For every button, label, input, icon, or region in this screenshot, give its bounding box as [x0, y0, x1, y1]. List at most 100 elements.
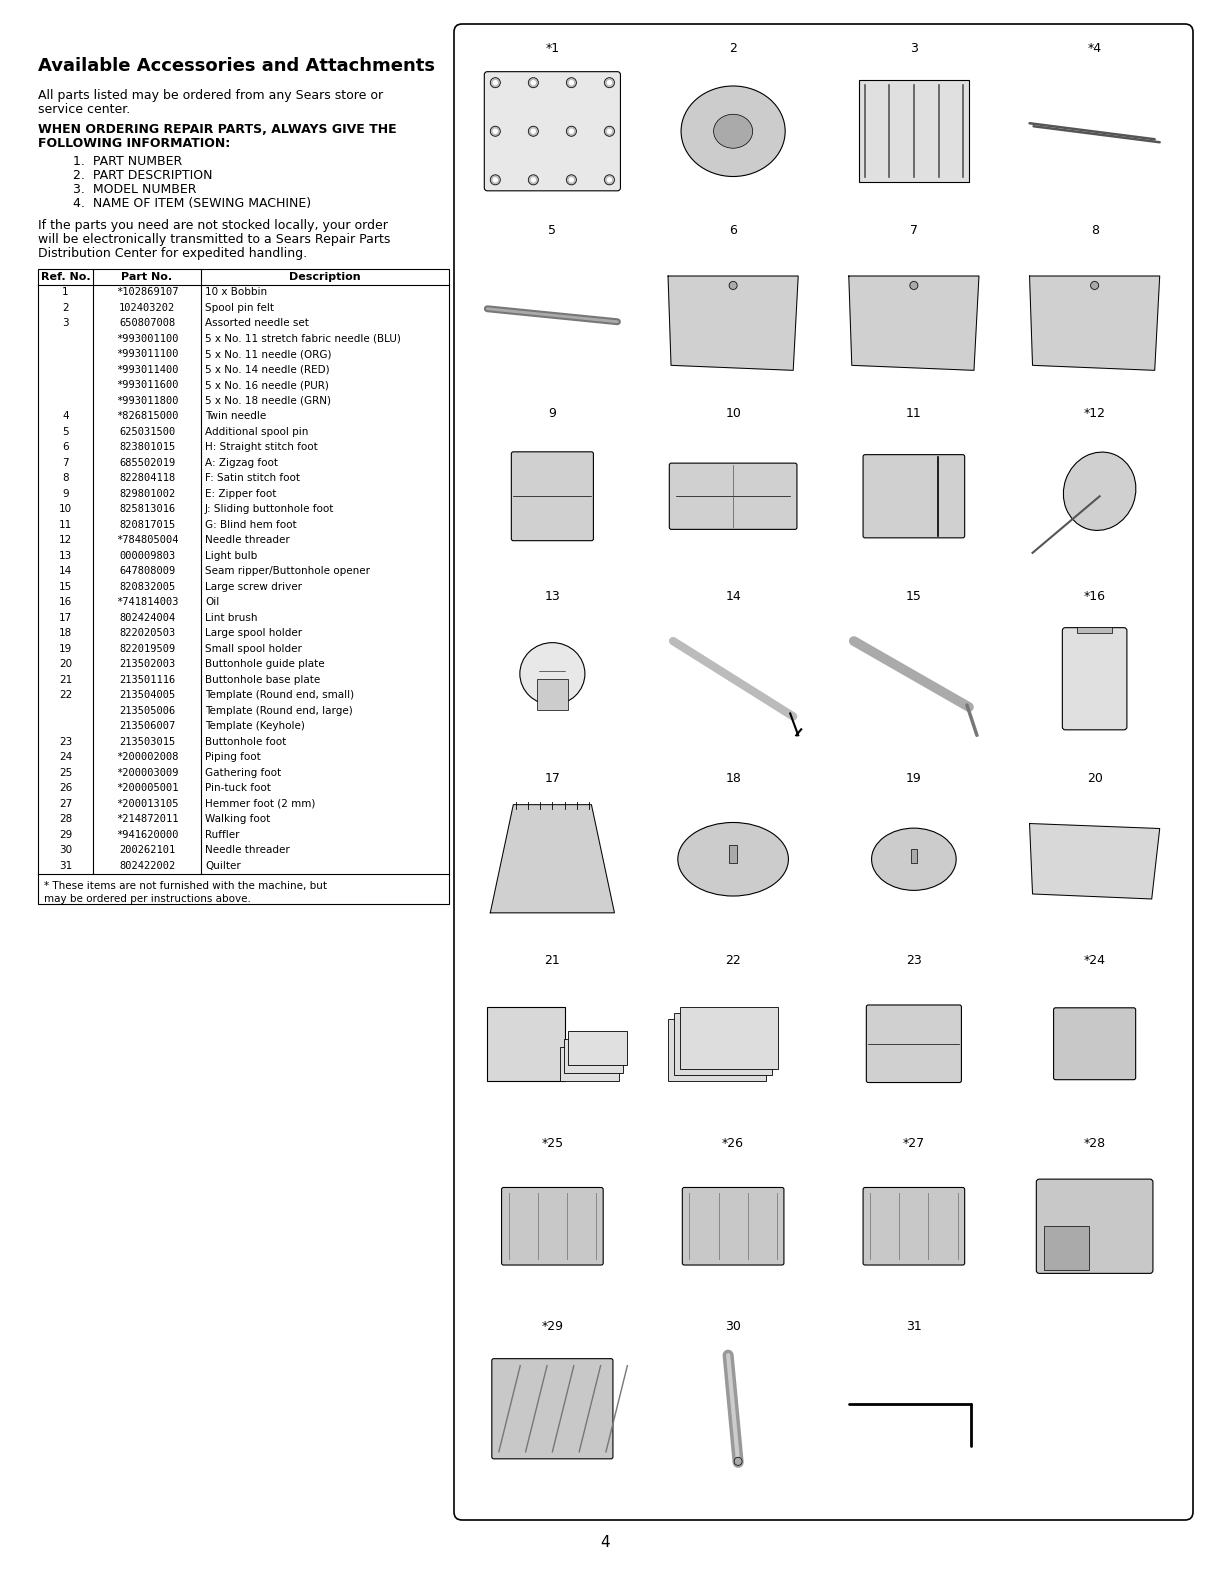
Text: 15: 15: [906, 590, 922, 602]
Text: Seam ripper/Buttonhole opener: Seam ripper/Buttonhole opener: [204, 566, 370, 577]
Text: *941620000: *941620000: [116, 830, 178, 839]
Text: 17: 17: [544, 772, 560, 784]
Circle shape: [494, 129, 497, 134]
Text: 7: 7: [62, 457, 69, 468]
Ellipse shape: [714, 115, 753, 148]
Bar: [730, 846, 737, 863]
Text: 10: 10: [725, 407, 741, 420]
Circle shape: [529, 174, 538, 185]
Text: Needle threader: Needle threader: [204, 846, 289, 855]
Text: 2: 2: [62, 303, 69, 313]
Circle shape: [910, 281, 918, 289]
Text: 6: 6: [730, 225, 737, 237]
Text: 685502019: 685502019: [119, 457, 175, 468]
Text: Description: Description: [289, 272, 361, 281]
Text: 213503015: 213503015: [119, 737, 175, 747]
Circle shape: [605, 126, 615, 137]
Text: 5: 5: [548, 225, 557, 237]
Text: *826815000: *826815000: [116, 412, 178, 421]
Circle shape: [490, 174, 500, 185]
Text: 9: 9: [548, 407, 557, 420]
Circle shape: [531, 178, 535, 182]
Circle shape: [494, 80, 497, 85]
Text: Buttonhole guide plate: Buttonhole guide plate: [204, 659, 324, 670]
Text: 10 x Bobbin: 10 x Bobbin: [204, 288, 267, 297]
Circle shape: [570, 178, 574, 182]
Text: 650807008: 650807008: [119, 318, 175, 329]
Text: Lint brush: Lint brush: [204, 613, 258, 623]
FancyBboxPatch shape: [682, 1187, 784, 1265]
Circle shape: [490, 77, 500, 88]
Text: *24: *24: [1084, 954, 1106, 967]
Text: 5: 5: [62, 426, 69, 437]
Text: G: Blind hem foot: G: Blind hem foot: [204, 520, 296, 530]
Text: 2: 2: [730, 42, 737, 55]
Text: *993011400: *993011400: [116, 365, 178, 374]
Text: 825813016: 825813016: [119, 505, 175, 514]
Text: J: Sliding buttonhole foot: J: Sliding buttonhole foot: [204, 505, 334, 514]
Text: Piping foot: Piping foot: [204, 753, 260, 762]
Text: 625031500: 625031500: [119, 426, 175, 437]
Text: 4: 4: [62, 412, 69, 421]
Text: *4: *4: [1088, 42, 1101, 55]
Text: 5 x No. 14 needle (RED): 5 x No. 14 needle (RED): [204, 365, 329, 374]
Polygon shape: [1030, 277, 1159, 371]
FancyBboxPatch shape: [863, 1187, 964, 1265]
Text: 13: 13: [544, 590, 560, 602]
Text: 213505006: 213505006: [119, 706, 175, 715]
Text: 15: 15: [59, 582, 73, 591]
Text: 16: 16: [59, 597, 73, 607]
Text: *200003009: *200003009: [116, 767, 178, 778]
Text: 6: 6: [62, 442, 69, 453]
Text: *214872011: *214872011: [116, 814, 178, 824]
Text: *25: *25: [541, 1137, 564, 1151]
Text: 3: 3: [62, 318, 69, 329]
Text: 1: 1: [62, 288, 69, 297]
Text: WHEN ORDERING REPAIR PARTS, ALWAYS GIVE THE: WHEN ORDERING REPAIR PARTS, ALWAYS GIVE …: [38, 123, 397, 137]
Text: *200005001: *200005001: [116, 783, 178, 794]
Circle shape: [734, 1457, 742, 1465]
Text: 20: 20: [59, 659, 73, 670]
Text: 24: 24: [59, 753, 73, 762]
Circle shape: [566, 174, 576, 185]
Text: Buttonhole foot: Buttonhole foot: [204, 737, 287, 747]
Text: will be electronically transmitted to a Sears Repair Parts: will be electronically transmitted to a …: [38, 233, 391, 245]
Text: *200002008: *200002008: [116, 753, 178, 762]
FancyBboxPatch shape: [1062, 627, 1127, 729]
Bar: [560, 1047, 620, 1080]
Text: 22: 22: [725, 954, 741, 967]
Circle shape: [607, 80, 611, 85]
Text: *12: *12: [1084, 407, 1106, 420]
Circle shape: [1090, 281, 1099, 289]
Circle shape: [494, 178, 497, 182]
Text: 19: 19: [59, 645, 73, 654]
Bar: [38, 269, 449, 904]
Text: Oil: Oil: [204, 597, 219, 607]
Circle shape: [566, 126, 576, 137]
Text: 20: 20: [1087, 772, 1102, 784]
Text: 21: 21: [544, 954, 560, 967]
Ellipse shape: [681, 86, 785, 176]
Text: may be ordered per instructions above.: may be ordered per instructions above.: [44, 893, 250, 904]
Circle shape: [730, 281, 737, 289]
Text: H: Straight stitch foot: H: Straight stitch foot: [204, 442, 318, 453]
Circle shape: [531, 129, 535, 134]
Text: Template (Keyhole): Template (Keyhole): [204, 722, 305, 731]
Text: Pin-tuck foot: Pin-tuck foot: [204, 783, 271, 794]
Text: *784805004: *784805004: [116, 534, 178, 545]
Bar: [537, 679, 567, 711]
FancyBboxPatch shape: [669, 464, 797, 530]
Bar: [674, 1014, 772, 1075]
Text: 19: 19: [906, 772, 922, 784]
Text: *993011100: *993011100: [116, 349, 178, 360]
Text: Light bulb: Light bulb: [204, 550, 258, 561]
Text: 25: 25: [59, 767, 73, 778]
Bar: [668, 1019, 766, 1082]
Text: 802422002: 802422002: [119, 861, 175, 871]
Text: service center.: service center.: [38, 104, 131, 116]
Text: 3.  MODEL NUMBER: 3. MODEL NUMBER: [73, 182, 196, 196]
Text: 11: 11: [906, 407, 922, 420]
FancyBboxPatch shape: [454, 24, 1193, 1520]
Text: 000009803: 000009803: [119, 550, 175, 561]
Text: 9: 9: [62, 489, 69, 498]
